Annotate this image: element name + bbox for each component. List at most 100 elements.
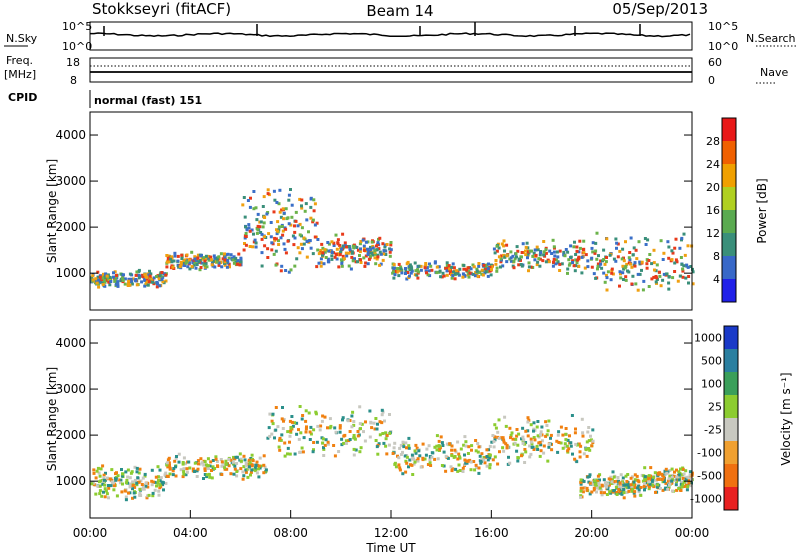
data-cell xyxy=(108,477,112,481)
data-cell xyxy=(319,249,323,252)
data-cell xyxy=(523,461,527,464)
data-cell xyxy=(297,428,300,432)
data-cell xyxy=(368,409,372,413)
data-cell xyxy=(433,261,437,265)
data-cell xyxy=(581,248,585,252)
data-cell xyxy=(258,456,262,460)
data-cell xyxy=(204,256,208,260)
data-cell xyxy=(381,432,385,435)
data-cell xyxy=(484,270,488,274)
data-cell xyxy=(655,276,659,280)
data-cell xyxy=(651,483,654,487)
y-tick-label: 3000 xyxy=(55,174,86,188)
data-cell xyxy=(416,459,420,463)
data-cell xyxy=(294,219,298,223)
data-cell xyxy=(662,480,666,483)
data-cell xyxy=(622,259,626,263)
data-cell xyxy=(243,234,247,238)
data-cell xyxy=(102,490,105,494)
data-cell xyxy=(556,433,560,437)
data-cell xyxy=(437,447,441,451)
data-cell xyxy=(340,247,344,251)
data-cell xyxy=(505,446,509,450)
data-cell xyxy=(200,461,204,465)
data-cell xyxy=(284,207,288,211)
nsky-strip xyxy=(89,21,693,51)
data-cell xyxy=(566,267,570,271)
data-cell xyxy=(517,432,521,436)
y-tick-label: 1000 xyxy=(55,474,86,488)
colorbar-segment xyxy=(724,441,738,465)
data-cell xyxy=(456,457,460,461)
velocity-xlabel: Time UT xyxy=(365,541,416,554)
data-cell xyxy=(452,270,455,274)
data-cell xyxy=(580,255,584,259)
data-cell xyxy=(302,236,306,240)
data-cell xyxy=(584,448,588,452)
data-cell xyxy=(311,218,315,222)
data-cell xyxy=(96,275,100,279)
data-cell xyxy=(472,460,476,463)
station-title: Stokkseyri (fitACF) xyxy=(92,0,231,18)
data-cell xyxy=(499,260,503,264)
data-cell xyxy=(128,482,132,486)
data-cell xyxy=(398,466,402,470)
data-cell xyxy=(528,444,532,448)
data-cell xyxy=(675,475,679,479)
data-cell xyxy=(290,203,294,207)
data-cell xyxy=(280,433,284,437)
data-cell xyxy=(526,250,530,254)
data-cell xyxy=(283,247,287,251)
data-cell xyxy=(327,242,331,246)
data-cell xyxy=(389,241,393,244)
data-cell xyxy=(353,437,357,441)
data-cell xyxy=(445,273,449,277)
data-cell xyxy=(673,246,677,250)
data-cell xyxy=(258,466,262,470)
colorbar-segment xyxy=(722,118,736,142)
data-cell xyxy=(359,258,362,262)
data-cell xyxy=(585,486,589,490)
freq-unit: [MHz] xyxy=(4,68,36,81)
data-cell xyxy=(598,486,602,490)
data-cell xyxy=(334,233,338,237)
data-cell xyxy=(480,452,484,456)
data-cell xyxy=(509,434,513,437)
x-tick-label: 00:00 xyxy=(73,526,108,540)
data-cell xyxy=(313,202,317,206)
data-cell xyxy=(647,487,651,491)
data-cell xyxy=(286,239,290,243)
data-cell xyxy=(255,218,259,222)
data-cell xyxy=(259,464,263,468)
data-cell xyxy=(133,478,137,482)
data-cell xyxy=(202,463,206,467)
data-cell xyxy=(133,465,137,469)
data-cell xyxy=(401,450,404,454)
data-cell xyxy=(278,188,282,192)
data-cell xyxy=(102,476,106,479)
data-cell xyxy=(428,262,431,266)
data-cell xyxy=(371,253,375,257)
power-plot-frame xyxy=(89,111,693,311)
data-cell xyxy=(221,257,225,261)
data-cell xyxy=(602,248,606,252)
data-cell xyxy=(430,455,434,459)
data-cell xyxy=(618,481,622,485)
data-cell xyxy=(266,188,270,192)
data-cell xyxy=(618,490,622,494)
colorbar-segment xyxy=(724,349,738,373)
data-cell xyxy=(278,438,282,442)
data-cell xyxy=(662,475,666,479)
freq-tick-bottom: 8 xyxy=(70,74,77,87)
data-cell xyxy=(497,436,501,440)
data-cell xyxy=(289,188,292,191)
data-cell xyxy=(358,250,362,254)
data-cell xyxy=(408,268,412,272)
data-cell xyxy=(305,240,309,243)
data-cell xyxy=(344,439,348,443)
data-cell xyxy=(488,456,492,460)
data-cell xyxy=(573,240,576,244)
data-cell xyxy=(556,450,560,454)
data-cell xyxy=(620,485,624,489)
data-cell xyxy=(207,472,211,476)
